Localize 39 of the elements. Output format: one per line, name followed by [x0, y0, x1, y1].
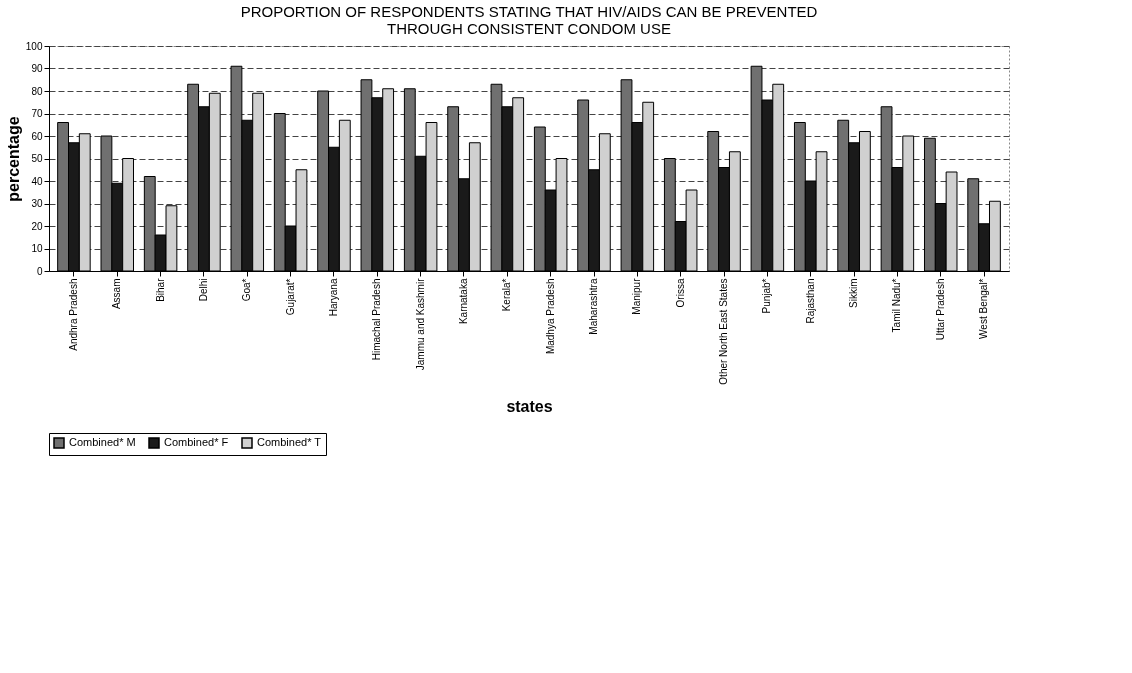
x-tick-label: Assam: [111, 278, 123, 310]
legend-label: Combined* M: [69, 436, 136, 448]
y-tick-label: 90: [31, 63, 43, 74]
x-tick-label: Orissa: [674, 278, 686, 308]
x-tick-label: Karnataka: [457, 278, 469, 325]
y-tick-label: 30: [31, 198, 43, 209]
y-tick-label: 60: [31, 130, 43, 142]
x-tick-label: Jammu and Kashmir: [414, 277, 426, 371]
x-tick-label: Delhi: [197, 278, 209, 302]
chart-title: PROPORTION OF RESPONDENTS STATING THAT HIV/AIDS CAN BE PREVENTED THROUGH CONSISTENT CONDOM USE: [240, 3, 818, 37]
x-axis-title: states: [506, 397, 553, 415]
x-tick-label: Kerala*: [501, 278, 513, 312]
y-tick-label: 40: [31, 175, 43, 187]
x-tick-label: Madhya Pradesh: [544, 278, 556, 355]
x-tick-label: Haryana: [327, 278, 339, 317]
x-tick-label: Manipur: [631, 277, 643, 315]
y-tick-label: 70: [31, 108, 43, 119]
x-tick-label: Other North East States: [718, 278, 730, 385]
x-tick-label: Maharashtra: [588, 278, 600, 335]
x-tick-label: Rajasthan: [804, 278, 816, 324]
x-tick-label: Gujarat*: [284, 278, 296, 316]
x-tick-label: Sikkim: [848, 278, 860, 308]
y-tick-label: 0: [36, 265, 43, 277]
legend-label: Combined* F: [164, 436, 229, 448]
x-tick-label: Himachal Pradesh: [371, 278, 383, 361]
y-axis-title: percentage: [4, 116, 22, 202]
x-tick-label: Punjab*: [761, 278, 773, 314]
legend-label: Combined* T: [257, 436, 322, 448]
y-tick-label: 80: [31, 85, 43, 97]
x-tick-label: Tamil Nadu*: [891, 278, 903, 333]
x-tick-label: Andhra Pradesh: [67, 278, 79, 351]
y-tick-label: 100: [25, 40, 43, 52]
y-tick-label: 20: [31, 220, 43, 232]
y-tick-label: 10: [31, 243, 43, 254]
y-tick-label: 50: [31, 153, 43, 164]
x-tick-label: West Bengal*: [978, 278, 990, 339]
x-tick-label: Bihar: [154, 277, 166, 302]
x-tick-label: Uttar Pradesh: [934, 278, 946, 341]
x-tick-label: Goa*: [241, 278, 253, 302]
